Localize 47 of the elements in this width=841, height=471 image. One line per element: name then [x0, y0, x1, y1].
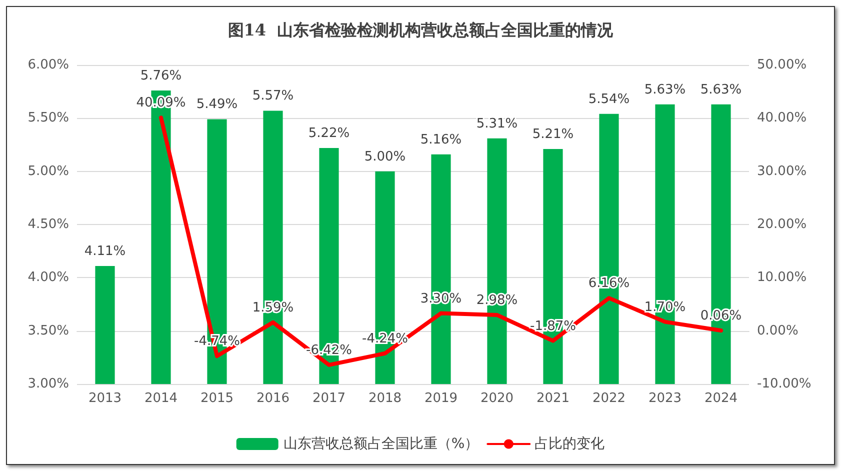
y-tick-label: 4.00% — [28, 270, 69, 286]
y2-tick-label: 10.00% — [757, 270, 807, 286]
x-tick-label: 2022 — [592, 391, 626, 406]
y-tick-label: 3.00% — [28, 376, 69, 392]
data-label: 5.54% — [588, 92, 630, 107]
data-label: 1.70% — [644, 300, 686, 315]
x-tick-label: 2013 — [88, 391, 122, 406]
data-label: 5.00% — [364, 149, 406, 164]
data-label: -1.87% — [530, 318, 576, 334]
data-label: -6.42% — [306, 342, 352, 358]
data-label: 5.76% — [140, 68, 182, 84]
x-tick-label: 2017 — [312, 391, 346, 406]
y2-tick-label: 0.00% — [757, 323, 798, 338]
y2-tick-label: 40.00% — [757, 110, 807, 126]
legend-label: 山东营收总额占全国比重（%） — [283, 436, 479, 452]
y-tick-label: 5.00% — [28, 164, 69, 179]
data-label: 5.49% — [196, 97, 238, 112]
y2-tick-label: 30.00% — [757, 164, 807, 179]
data-label: 5.63% — [700, 82, 742, 98]
data-label: 5.16% — [420, 132, 462, 148]
y-tick-label: 5.50% — [28, 110, 69, 126]
x-tick-label: 2014 — [144, 391, 178, 406]
x-tick-label: 2015 — [200, 391, 234, 406]
x-tick-label: 2023 — [648, 391, 682, 406]
data-label: 5.31% — [476, 116, 518, 132]
y-tick-label: 4.50% — [28, 217, 69, 232]
data-label: 5.21% — [532, 127, 574, 142]
data-label: 5.57% — [252, 88, 294, 104]
x-tick-label: 2016 — [256, 391, 290, 406]
data-label: 1.59% — [252, 300, 294, 316]
data-label: 5.22% — [308, 126, 350, 141]
legend-label: 占比的变化 — [534, 436, 605, 452]
y2-tick-label: 50.00% — [757, 58, 807, 72]
y-tick-label: 6.00% — [28, 58, 69, 72]
data-label: 4.11% — [84, 244, 126, 259]
x-tick-label: 2018 — [368, 391, 402, 406]
x-tick-label: 2021 — [536, 391, 570, 406]
data-label: 5.63% — [644, 82, 686, 98]
x-tick-label: 2024 — [704, 391, 738, 406]
chart-title: 图14 山东省检验检测机构营收总额占全国比重的情况 — [228, 20, 614, 40]
y2-tick-label: 20.00% — [757, 217, 807, 232]
y-tick-label: 3.50% — [28, 323, 69, 338]
x-tick-label: 2019 — [424, 391, 458, 406]
data-label: -4.74% — [194, 334, 240, 350]
data-label: -4.24% — [362, 331, 408, 346]
y2-tick-label: -10.00% — [757, 376, 812, 392]
x-tick-label: 2020 — [480, 391, 514, 406]
